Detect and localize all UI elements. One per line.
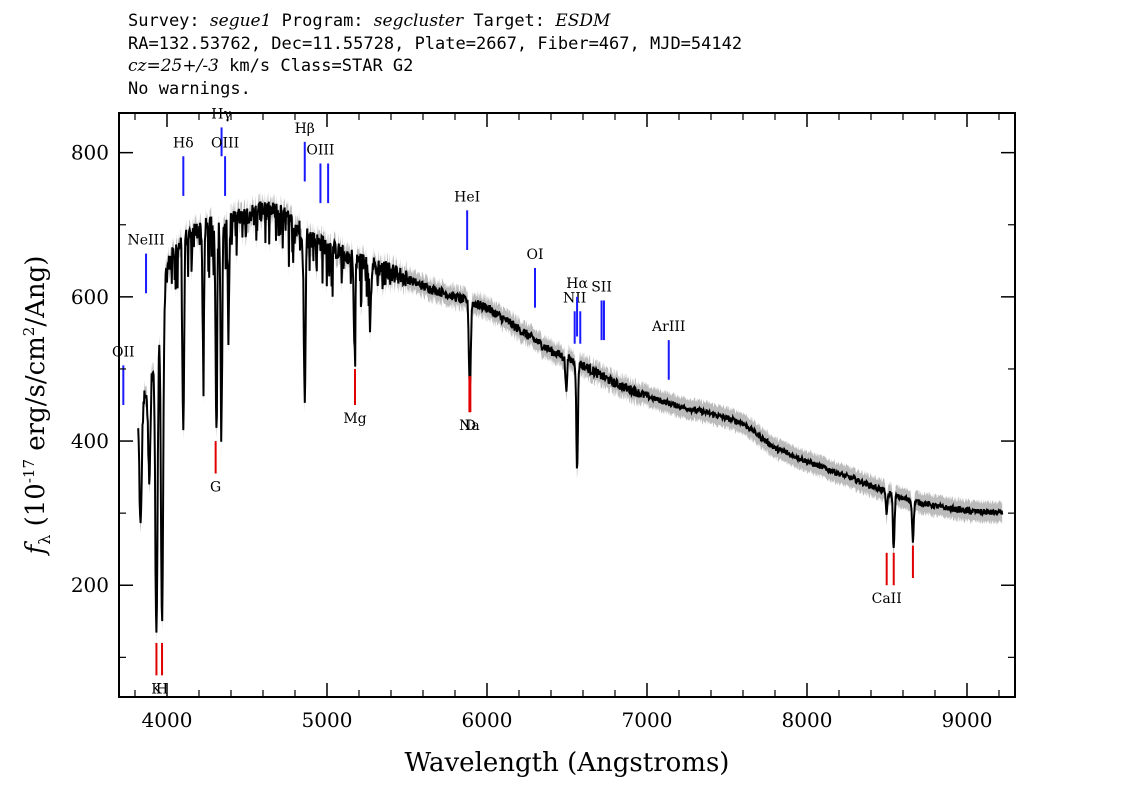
x-tick-label: 6000 xyxy=(462,708,513,732)
y-tick-label: 200 xyxy=(71,573,109,597)
x-tick-label: 7000 xyxy=(622,708,673,732)
series-layer xyxy=(137,191,1004,643)
absorption-line-label: H xyxy=(156,681,168,697)
y-tick-label: 400 xyxy=(71,429,109,453)
x-axis-title: Wavelength (Angstroms) xyxy=(405,748,730,778)
spectrum-header: Survey: segue1 Program: segcluster Targe… xyxy=(128,10,742,100)
program-value: segcluster xyxy=(373,11,464,31)
header-line-coords: RA=132.53762, Dec=11.55728, Plate=2667, … xyxy=(128,33,743,54)
emission-line-label: SII xyxy=(591,279,612,295)
absorption-line-label: G xyxy=(210,479,221,495)
target-label: Target: xyxy=(473,11,546,31)
emission-line-label: NII xyxy=(563,290,586,306)
emission-line-label: Hβ xyxy=(295,121,315,137)
x-tick-label: 8000 xyxy=(782,708,833,732)
y-tick-label: 600 xyxy=(71,285,109,309)
absorption-line-label: D xyxy=(465,418,476,434)
emission-line-label: Hα xyxy=(566,276,588,292)
program-label: Program: xyxy=(281,11,364,31)
emission-line-label: ArIII xyxy=(651,319,685,335)
survey-label: Survey: xyxy=(128,11,200,31)
cz-value: cz=25+/-3 xyxy=(128,56,219,76)
absorption-line-label: K xyxy=(151,681,162,697)
emission-line-label: OIII xyxy=(211,135,239,151)
x-tick-label: 4000 xyxy=(142,708,193,732)
plot-frame xyxy=(118,112,1016,698)
y-axis-title: fλ (10-17 erg/s/cm2/Ang) xyxy=(20,256,54,557)
flux-spectrum-line xyxy=(137,201,1004,633)
emission-line-label: OIII xyxy=(306,142,334,158)
x-tick-label: 5000 xyxy=(302,708,353,732)
emission-line-label: OI xyxy=(526,247,543,263)
x-tick-label: 9000 xyxy=(942,708,993,732)
emission-line-label: Hγ xyxy=(211,106,232,122)
absorption-line-label: CaII xyxy=(872,591,902,607)
survey-value: segue1 xyxy=(209,11,272,31)
emission-line-label: OII xyxy=(112,344,135,360)
absorption-line-label: Mg xyxy=(343,411,366,427)
header-line-redshift: cz=25+/-3 km/s Class=STAR G2 xyxy=(128,55,742,78)
cz-units: km/s xyxy=(229,56,271,76)
class-value: Class=STAR G2 xyxy=(280,56,414,76)
target-value: ESDM xyxy=(555,11,611,31)
emission-line-label: HeI xyxy=(454,189,480,205)
header-line-survey: Survey: segue1 Program: segcluster Targe… xyxy=(128,10,742,33)
header-line-warnings: No warnings. xyxy=(128,78,251,99)
error-band xyxy=(138,191,1003,643)
absorption-line-label: Na xyxy=(459,418,480,434)
emission-line-label: Hδ xyxy=(173,135,194,151)
y-tick-label: 800 xyxy=(71,141,109,165)
axes: 4000 5000 6000 7000 8000 9000 200 400 600 800 xyxy=(71,112,1016,732)
emission-line-label: NeIII xyxy=(127,233,164,249)
